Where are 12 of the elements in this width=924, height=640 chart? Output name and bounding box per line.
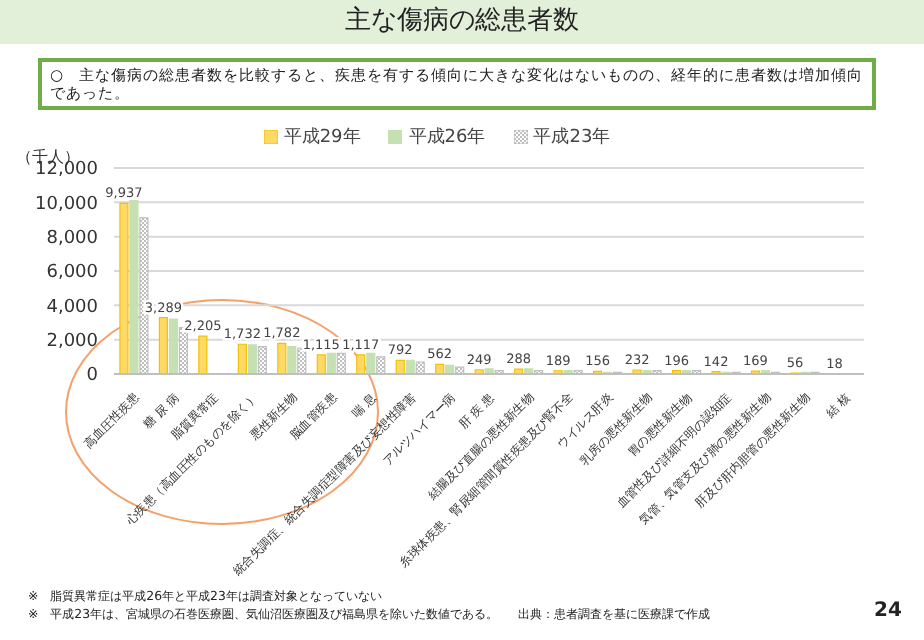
legend-label: 平成29年 xyxy=(281,125,361,150)
y-tick-label: 8,000 xyxy=(46,229,99,250)
y-tick-label: 2,000 xyxy=(46,332,99,353)
y-tick-label: 4,000 xyxy=(46,297,99,318)
legend-label: 平成26年 xyxy=(406,125,486,150)
y-tick-label: 6,000 xyxy=(46,263,99,284)
y-tick-label: 10,000 xyxy=(35,194,99,215)
text: 24 xyxy=(874,600,902,622)
y-tick-label: 12,000 xyxy=(35,160,99,181)
legend-label: 平成23年 xyxy=(531,125,611,150)
y-tick-label: 0 xyxy=(86,366,99,387)
chart-title: 主な傷病の総患者数 xyxy=(0,0,924,44)
